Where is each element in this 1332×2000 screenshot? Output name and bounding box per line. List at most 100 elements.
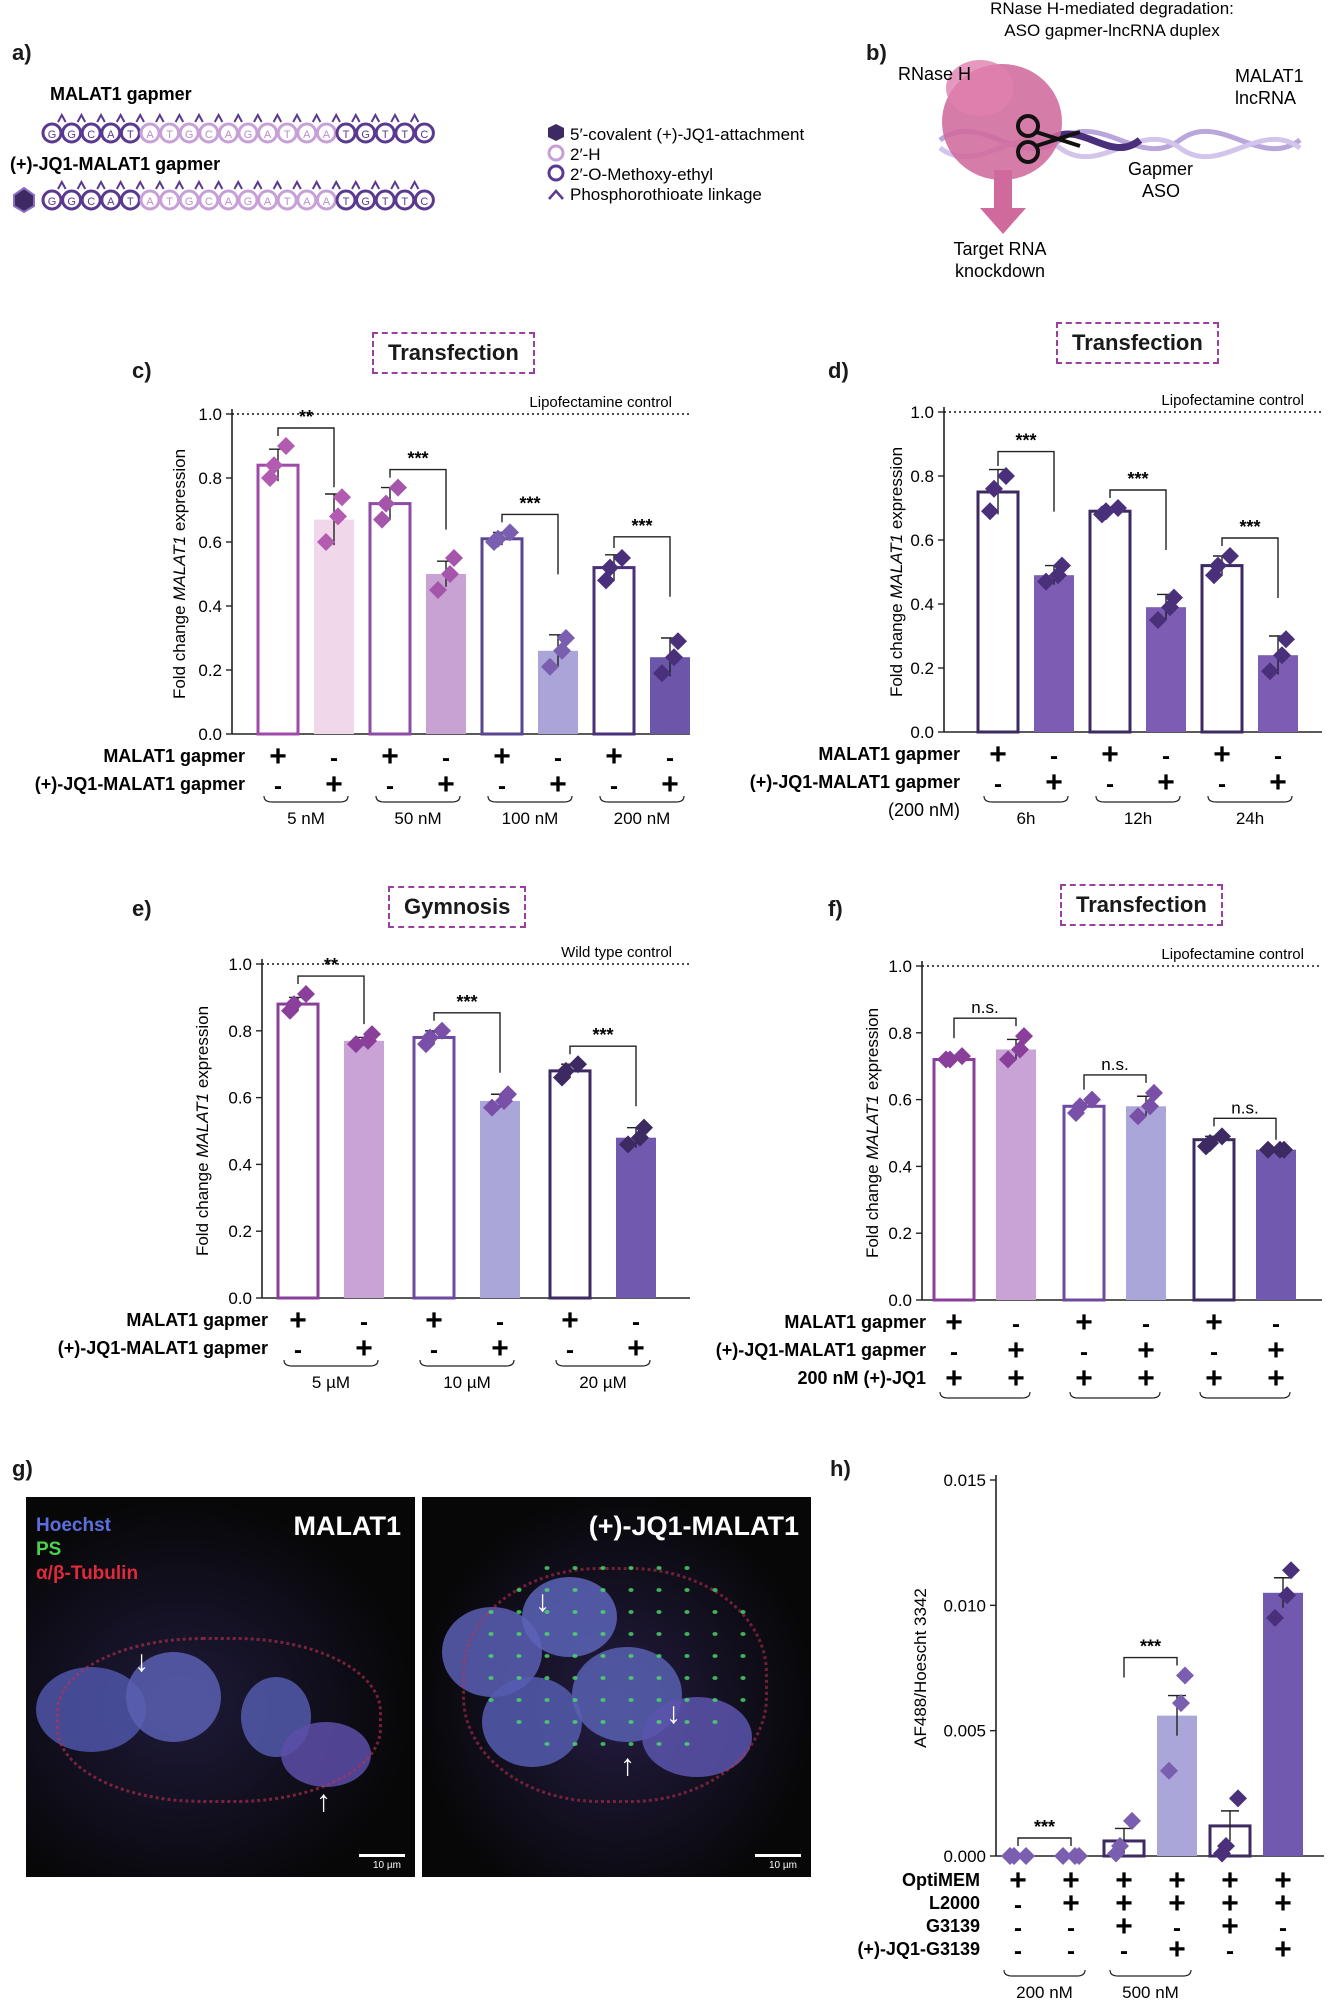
condition-row-label: OptiMEM bbox=[902, 1870, 980, 1890]
nucleotide-label: G bbox=[185, 196, 194, 208]
significance-label: *** bbox=[631, 516, 652, 536]
condition-sign: + bbox=[661, 768, 679, 801]
data-point bbox=[277, 437, 295, 455]
bar bbox=[1192, 1138, 1236, 1302]
data-point bbox=[317, 533, 335, 551]
data-point bbox=[1209, 556, 1227, 575]
condition-row-label: MALAT1 gapmer bbox=[126, 1310, 268, 1330]
data-point bbox=[1282, 1561, 1300, 1580]
bar bbox=[1126, 1106, 1166, 1300]
condition-sign: - bbox=[430, 1337, 438, 1364]
significance-label: n.s. bbox=[1231, 1098, 1258, 1117]
data-point bbox=[1015, 1027, 1033, 1046]
data-point bbox=[635, 1118, 653, 1137]
nucleotide bbox=[276, 122, 298, 144]
significance-label: *** bbox=[407, 449, 428, 469]
data-point bbox=[333, 488, 351, 507]
data-point bbox=[669, 632, 687, 651]
condition-sign: - bbox=[1218, 771, 1226, 798]
y-tick-label: 0.2 bbox=[198, 661, 222, 680]
data-point bbox=[1201, 1134, 1219, 1153]
y-tick-label: 1.0 bbox=[888, 957, 912, 976]
nucleotide-label: A bbox=[146, 196, 154, 208]
gapmer1-label: MALAT1 gapmer bbox=[50, 84, 192, 104]
condition-sign: - bbox=[1274, 743, 1282, 770]
nucleotide-label: T bbox=[382, 196, 389, 208]
significance-bracket bbox=[501, 513, 559, 575]
significance-bracket bbox=[569, 1045, 637, 1107]
data-point bbox=[433, 1021, 451, 1040]
condition-sign: - bbox=[294, 1337, 302, 1364]
phosphorothioate-link bbox=[96, 112, 106, 123]
data-point bbox=[421, 1028, 439, 1047]
condition-sign: + bbox=[1101, 738, 1119, 771]
phosphorothioate-link bbox=[409, 179, 420, 190]
significance-bracket bbox=[1123, 1656, 1178, 1678]
jq1-hexagon-icon bbox=[548, 124, 564, 141]
condition-sign: - bbox=[1014, 1892, 1022, 1919]
condition-row-label: MALAT1 gapmer bbox=[784, 1312, 926, 1332]
group-bracket bbox=[487, 795, 573, 803]
bar bbox=[616, 1137, 656, 1298]
condition-sign: - bbox=[360, 1309, 368, 1336]
panel-letter-b: b) bbox=[866, 40, 887, 65]
y-tick-label: 0.8 bbox=[888, 1024, 912, 1043]
significance-label: ** bbox=[324, 955, 338, 975]
condition-sign: + bbox=[1168, 1887, 1186, 1920]
nucleotide bbox=[296, 122, 318, 144]
significance-label: *** bbox=[1239, 517, 1260, 537]
panel-letter-g: g) bbox=[12, 1456, 33, 1481]
legend-2h: 2′-H bbox=[570, 145, 601, 164]
nucleotide bbox=[41, 122, 63, 144]
nucleotide-label: A bbox=[303, 196, 311, 208]
condition-sign: + bbox=[1168, 1864, 1186, 1897]
condition-sign: + bbox=[1213, 738, 1231, 771]
data-point bbox=[601, 558, 619, 577]
condition-sign: - bbox=[1226, 1938, 1234, 1965]
y-tick-label: 1.0 bbox=[228, 955, 252, 974]
nucleotide bbox=[355, 122, 377, 144]
group-bracket bbox=[263, 795, 349, 803]
data-point bbox=[665, 648, 683, 667]
significance-label: *** bbox=[592, 1025, 613, 1045]
group-bracket bbox=[1207, 795, 1293, 803]
data-point bbox=[981, 502, 999, 521]
nucleotide bbox=[119, 189, 141, 211]
control-label: Lipofectamine control bbox=[1161, 946, 1304, 963]
phosphorothioate-link bbox=[135, 112, 145, 123]
nucleotide-label: C bbox=[205, 129, 213, 141]
data-point bbox=[501, 523, 519, 542]
condition-row-label: (+)-JQ1-MALAT1 gapmer bbox=[750, 772, 960, 792]
condition-sign: + bbox=[425, 1304, 443, 1337]
phosphorothioate-link bbox=[351, 179, 361, 190]
data-point bbox=[1017, 1847, 1035, 1865]
data-point bbox=[329, 507, 347, 526]
condition-sign: - bbox=[632, 1309, 640, 1336]
condition-row-label: 200 nM (+)-JQ1 bbox=[797, 1368, 926, 1388]
phosphorothioate-link bbox=[233, 112, 243, 123]
condition-sign: + bbox=[325, 768, 343, 801]
data-point bbox=[1259, 1140, 1277, 1159]
panel-letter-d: d) bbox=[828, 358, 849, 383]
condition-sign: + bbox=[1205, 1306, 1223, 1339]
nucleotide-label: G bbox=[48, 196, 57, 208]
bar bbox=[426, 574, 466, 734]
nucleotide-label: A bbox=[323, 196, 331, 208]
significance-bracket bbox=[1083, 1074, 1147, 1090]
condition-sign: - bbox=[1067, 1938, 1075, 1965]
panel-letter-a: a) bbox=[12, 40, 32, 65]
phosphorothioate-link bbox=[351, 112, 361, 123]
data-point bbox=[1213, 1127, 1231, 1146]
group-bracket bbox=[599, 795, 685, 803]
significance-bracket bbox=[1221, 537, 1279, 598]
nucleotide bbox=[178, 189, 200, 211]
condition-sign: + bbox=[1115, 1910, 1133, 1943]
chart-h: 0.000 0.005 0.010 0.015 AF488/Hoescht 3342 **… bbox=[857, 1471, 1324, 2000]
condition-sign: + bbox=[1267, 1362, 1285, 1395]
condition-sign: - bbox=[442, 745, 450, 772]
y-axis-label: Fold change MALAT1 expression bbox=[863, 1008, 882, 1258]
nucleotide-label: T bbox=[127, 129, 134, 141]
nucleotide-label: A bbox=[225, 129, 233, 141]
ps-puncta bbox=[477, 1557, 757, 1757]
